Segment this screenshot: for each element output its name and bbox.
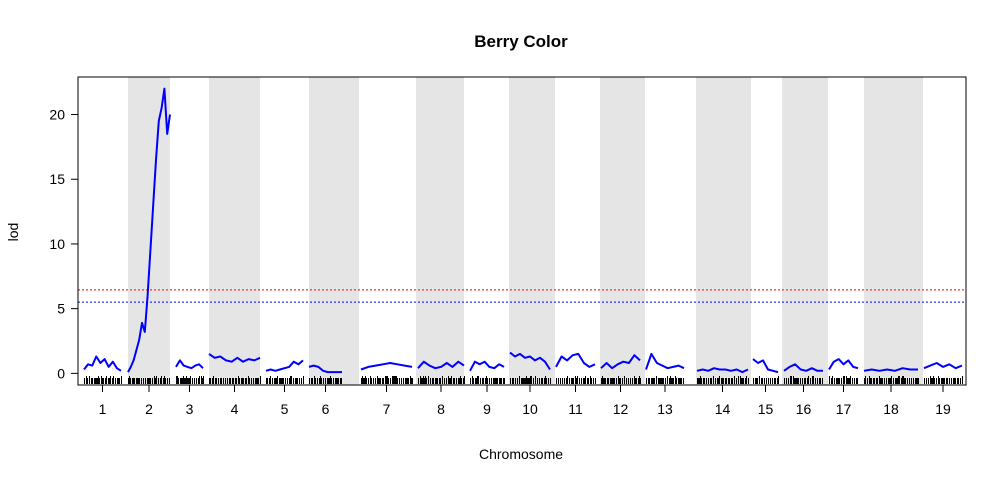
lod-curve-1 — [83, 355, 122, 372]
x-tick-label-18: 18 — [883, 401, 899, 417]
y-tick-label-10: 10 — [49, 236, 65, 252]
lod-curve-6 — [308, 364, 342, 374]
lod-curve-9 — [469, 360, 505, 372]
marker-rug-15 — [753, 376, 779, 384]
y-tick-label-15: 15 — [49, 171, 65, 187]
chromosome-band-18 — [864, 77, 923, 385]
marker-rug-8 — [418, 376, 465, 384]
marker-rug-3 — [176, 376, 204, 384]
marker-rug-5 — [266, 376, 304, 384]
lod-curve-17 — [828, 358, 859, 371]
marker-rug-19 — [924, 376, 963, 384]
y-tick-label-5: 5 — [57, 301, 65, 317]
lod-curve-5 — [265, 359, 304, 372]
x-tick-label-2: 2 — [145, 401, 153, 417]
lod-curve-11 — [555, 352, 596, 368]
y-tick-label-0: 0 — [57, 365, 65, 381]
chromosome-bands — [128, 77, 923, 385]
lod-curve-4 — [208, 353, 261, 363]
marker-rug-7 — [361, 376, 413, 384]
chromosome-band-4 — [209, 77, 260, 385]
lod-curve-12 — [600, 354, 641, 370]
x-tick-label-1: 1 — [99, 401, 107, 417]
x-tick-label-14: 14 — [715, 401, 731, 417]
x-tick-label-5: 5 — [281, 401, 289, 417]
x-tick-label-7: 7 — [383, 401, 391, 417]
y-axis-label: lod — [5, 223, 21, 242]
marker-rug-13 — [646, 376, 684, 384]
chromosome-band-12 — [600, 77, 645, 385]
x-tick-label-13: 13 — [657, 401, 673, 417]
lod-curve-8 — [417, 360, 465, 370]
x-tick-label-10: 10 — [522, 401, 538, 417]
marker-rug-10 — [510, 376, 551, 384]
x-tick-label-6: 6 — [322, 401, 330, 417]
x-tick-label-16: 16 — [796, 401, 812, 417]
lod-curve-2 — [127, 87, 171, 373]
marker-rug-17 — [829, 376, 858, 384]
plot-frame — [77, 76, 967, 386]
threshold-lines — [78, 289, 966, 303]
x-tick-label-3: 3 — [186, 401, 194, 417]
x-tick-label-12: 12 — [613, 401, 629, 417]
y-tick-label-20: 20 — [49, 107, 65, 123]
chromosome-band-8 — [416, 77, 464, 385]
x-tick-label-19: 19 — [935, 401, 951, 417]
lod-curve-15 — [752, 358, 779, 374]
chromosome-band-2 — [128, 77, 170, 385]
lod-curve-13 — [645, 352, 685, 370]
x-tick-label-8: 8 — [437, 401, 445, 417]
marker-rug-9 — [470, 376, 505, 384]
marker-rug — [84, 376, 963, 384]
x-tick-label-11: 11 — [568, 401, 583, 417]
chromosome-band-6 — [309, 77, 359, 385]
chromosome-band-14 — [696, 77, 751, 385]
x-tick-label-9: 9 — [483, 401, 491, 417]
lod-curve-14 — [696, 367, 749, 374]
marker-rug-14 — [697, 376, 749, 384]
marker-rug-11 — [556, 376, 596, 384]
chromosome-band-10 — [509, 77, 555, 385]
marker-rug-4 — [209, 376, 261, 384]
chromosome-band-16 — [782, 77, 828, 385]
marker-rug-16 — [784, 376, 823, 384]
lod-curves — [83, 87, 963, 374]
marker-rug-18 — [864, 376, 919, 384]
marker-rug-2 — [128, 376, 170, 384]
chart-title: Berry Color — [474, 32, 568, 51]
x-tick-label-17: 17 — [836, 401, 852, 417]
x-axis-label: Chromosome — [479, 446, 563, 462]
marker-rug-12 — [601, 376, 641, 384]
marker-rug-6 — [309, 376, 342, 384]
lod-curve-3 — [175, 359, 204, 370]
lod-curve-16 — [783, 363, 823, 372]
y-axis: 0 5 10 15 20 — [49, 107, 78, 381]
x-tick-label-4: 4 — [231, 401, 239, 417]
lod-curve-10 — [509, 351, 551, 371]
x-axis: 1 2 3 4 5 6 7 8 9 10 11 12 13 14 15 16 17 18 19 — [99, 385, 951, 417]
x-tick-label-15: 15 — [758, 401, 774, 417]
lod-curve-18 — [863, 367, 918, 372]
marker-rug-1 — [84, 376, 122, 384]
lod-curve-19 — [923, 362, 963, 370]
lod-curve-7 — [360, 362, 413, 371]
